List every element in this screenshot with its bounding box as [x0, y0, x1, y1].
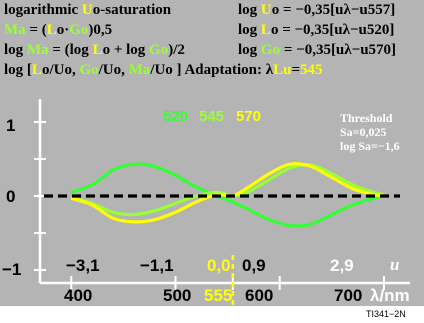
x-tick-label-600: 600 — [245, 286, 274, 305]
x-tick-label-500: 500 — [163, 286, 192, 305]
u-tick-label-4: 0,9 — [242, 256, 266, 275]
x-axis-label: λ/nm — [370, 286, 410, 305]
series-line-545 — [70, 163, 385, 217]
chart-canvas — [34, 99, 410, 306]
legend-series-520: 520 — [163, 108, 189, 125]
header-line-3-right: log Go = −0,35[uλ−u570] — [238, 42, 397, 58]
y-tick-label-0: 0 — [6, 187, 16, 206]
series-line-520 — [70, 162, 385, 228]
header-line-3-left: log Ma = (log Lo + log Go)/2 — [4, 42, 185, 58]
axes-layer — [34, 99, 410, 306]
x-tick-label-555: 555 — [204, 286, 233, 305]
threshold-log-sa: log Sa=−1,6 — [340, 139, 400, 153]
legend-series-570: 570 — [236, 108, 262, 125]
legend-series-545: 545 — [199, 108, 225, 125]
u-axis-label: u — [390, 255, 400, 274]
x-tick-label-400: 400 — [64, 286, 93, 305]
header-line-2-right: log Lo = −0,35[uλ−u520] — [238, 22, 395, 38]
y-tick-label-minus-1: −1 — [2, 260, 22, 279]
header-line-1-left: logarithmic Uo-saturation — [4, 2, 172, 18]
x-tick-label-700: 700 — [334, 286, 363, 305]
header-line-4: log [Lo/Uo, Go/Uo, Ma/Uo ] Adaptation: λ… — [4, 62, 323, 78]
header-line-1-right: log Uo = −0,35[uλ−u557] — [238, 2, 396, 18]
figure-code: TI341−2N — [366, 309, 406, 319]
u-tick-label-5: 2,9 — [330, 256, 354, 275]
u-tick-label-1: −3,1 — [66, 256, 100, 275]
u-tick-label-2: −1,1 — [140, 256, 174, 275]
threshold-sa: Sa=0,025 — [340, 125, 387, 139]
plot-background — [0, 0, 424, 306]
y-tick-label-1: 1 — [6, 116, 16, 135]
header-line-2-left: Ma = (Lo·Go)0,5 — [4, 22, 113, 38]
threshold-title: Threshold — [340, 111, 393, 125]
u-tick-label-3: 0,0 — [207, 256, 231, 275]
